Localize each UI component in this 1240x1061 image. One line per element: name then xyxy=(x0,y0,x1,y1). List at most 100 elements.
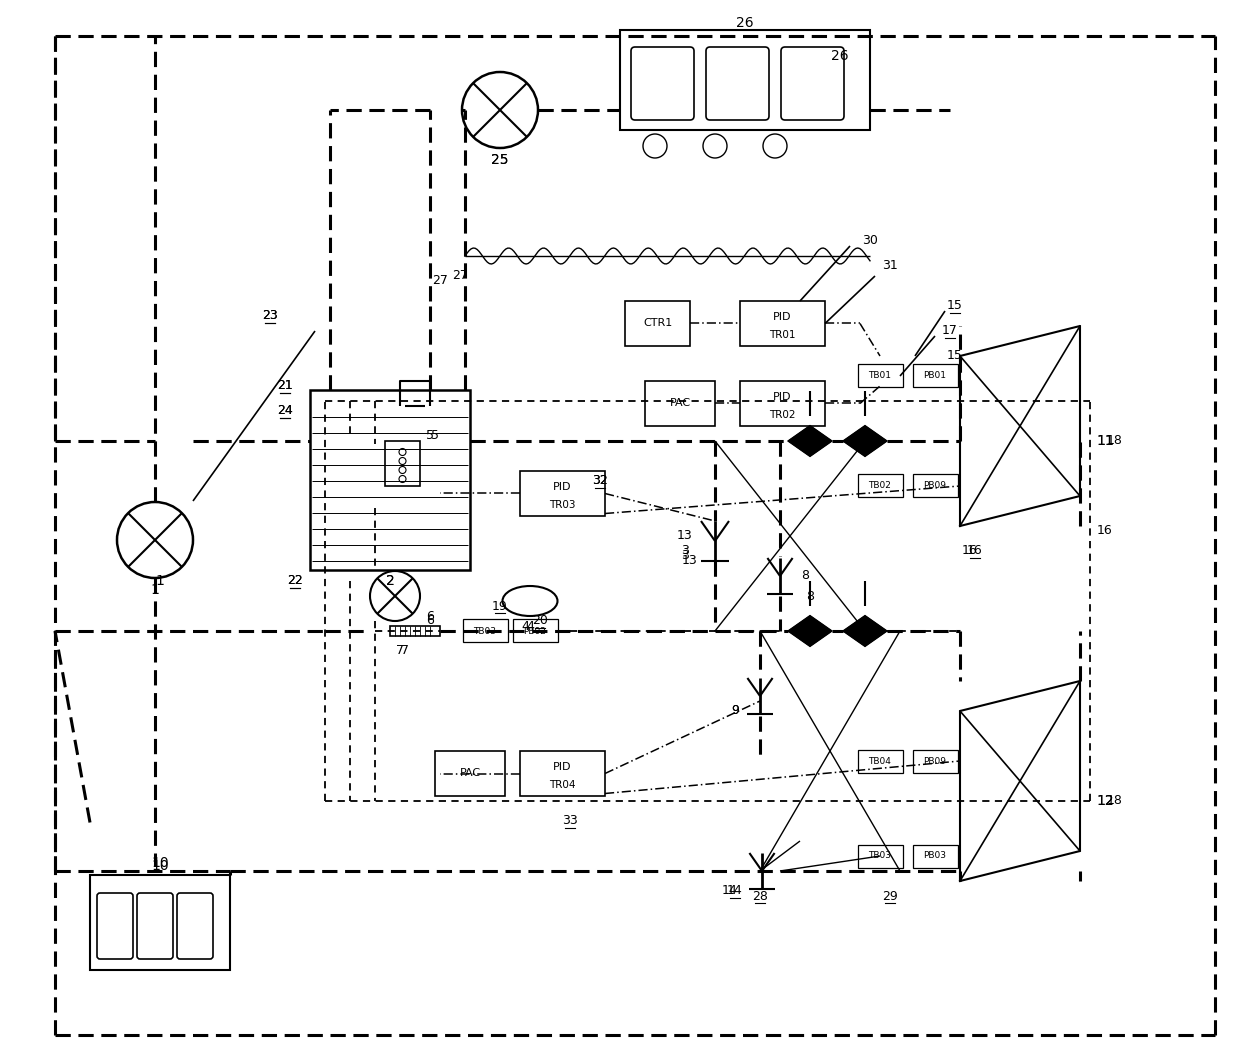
Text: 21: 21 xyxy=(277,380,293,393)
Text: 28: 28 xyxy=(753,889,768,903)
Text: 19: 19 xyxy=(492,599,508,612)
Text: TB03: TB03 xyxy=(868,852,892,860)
Text: 9: 9 xyxy=(732,705,739,717)
Text: TB01: TB01 xyxy=(868,371,892,381)
Text: 13: 13 xyxy=(682,555,698,568)
Text: 1: 1 xyxy=(155,574,165,588)
Bar xyxy=(858,845,903,868)
Text: PB03: PB03 xyxy=(924,852,946,860)
Text: 10: 10 xyxy=(151,859,169,873)
Text: 1: 1 xyxy=(150,582,160,597)
Text: 12: 12 xyxy=(1096,794,1114,808)
Bar xyxy=(520,751,605,796)
Bar xyxy=(620,30,870,131)
Text: 17: 17 xyxy=(942,325,959,337)
Text: 33: 33 xyxy=(562,815,578,828)
Text: 13: 13 xyxy=(677,529,693,542)
Text: 9: 9 xyxy=(732,705,739,717)
Text: 24: 24 xyxy=(277,404,293,417)
Text: 2: 2 xyxy=(386,574,394,588)
Text: 25: 25 xyxy=(491,153,508,167)
Polygon shape xyxy=(787,615,832,646)
Text: PB02: PB02 xyxy=(523,626,547,636)
Text: PB01: PB01 xyxy=(924,371,946,381)
Text: 23: 23 xyxy=(262,310,278,323)
Text: PID: PID xyxy=(553,482,572,491)
Text: 14: 14 xyxy=(722,885,738,898)
Bar xyxy=(913,749,957,772)
Bar xyxy=(913,365,957,387)
Text: 15: 15 xyxy=(947,299,963,313)
Text: 23: 23 xyxy=(262,310,278,323)
Text: 30: 30 xyxy=(862,234,878,247)
Text: 6: 6 xyxy=(427,609,434,623)
Text: PB09: PB09 xyxy=(924,756,946,765)
Text: 29: 29 xyxy=(882,889,898,903)
Bar xyxy=(858,749,903,772)
Text: 21: 21 xyxy=(277,380,293,393)
Bar xyxy=(435,751,505,796)
Text: 8: 8 xyxy=(801,570,808,582)
Text: 16: 16 xyxy=(962,544,978,557)
Text: TB03: TB03 xyxy=(474,626,496,636)
Text: PAC: PAC xyxy=(670,399,691,408)
Bar xyxy=(463,620,507,643)
Text: 11: 11 xyxy=(1096,434,1114,448)
Text: 18: 18 xyxy=(1107,435,1123,448)
Text: 6: 6 xyxy=(427,614,434,627)
Text: TB02: TB02 xyxy=(868,482,892,490)
Bar xyxy=(391,626,440,636)
Text: 18: 18 xyxy=(1107,795,1123,807)
Text: 25: 25 xyxy=(491,153,508,167)
Text: 11: 11 xyxy=(1096,434,1114,448)
Text: 24: 24 xyxy=(277,404,293,417)
Text: 32: 32 xyxy=(593,474,608,487)
Bar xyxy=(740,301,825,346)
Text: 16: 16 xyxy=(967,544,983,557)
Text: 26: 26 xyxy=(737,16,754,30)
Text: 4: 4 xyxy=(526,620,534,632)
Bar xyxy=(625,301,689,346)
Text: 12: 12 xyxy=(1096,794,1114,808)
Text: TR01: TR01 xyxy=(769,330,796,340)
Text: 31: 31 xyxy=(882,260,898,273)
Bar xyxy=(740,381,825,427)
Text: TR02: TR02 xyxy=(769,410,796,420)
Text: 8: 8 xyxy=(806,590,813,603)
Text: 5: 5 xyxy=(432,430,439,442)
Text: PAC: PAC xyxy=(460,768,481,779)
Bar xyxy=(858,474,903,498)
Text: 16: 16 xyxy=(1097,524,1112,538)
Polygon shape xyxy=(843,615,887,646)
Text: 26: 26 xyxy=(831,49,849,63)
Bar xyxy=(645,381,715,427)
Text: 3: 3 xyxy=(681,550,689,562)
Text: 3: 3 xyxy=(681,544,689,557)
Text: 7: 7 xyxy=(396,644,404,658)
Bar xyxy=(858,365,903,387)
Text: 15: 15 xyxy=(947,349,963,363)
Text: 4: 4 xyxy=(521,620,529,632)
Bar xyxy=(512,620,558,643)
Text: CTR1: CTR1 xyxy=(642,318,672,329)
Text: 14: 14 xyxy=(727,885,743,898)
Text: 22: 22 xyxy=(288,574,303,588)
Text: 7: 7 xyxy=(401,644,409,658)
Text: 20: 20 xyxy=(532,614,548,627)
Bar xyxy=(520,471,605,516)
Text: TR03: TR03 xyxy=(549,500,575,509)
Text: 27: 27 xyxy=(453,269,467,282)
Text: TR04: TR04 xyxy=(549,780,575,789)
Text: 27: 27 xyxy=(432,275,448,288)
Text: TB04: TB04 xyxy=(868,756,892,765)
Text: 2: 2 xyxy=(386,574,394,588)
Text: PB09: PB09 xyxy=(924,482,946,490)
Bar xyxy=(913,845,957,868)
Text: PID: PID xyxy=(774,312,792,321)
Text: PID: PID xyxy=(553,762,572,771)
Text: 10: 10 xyxy=(151,856,169,870)
Polygon shape xyxy=(787,425,832,456)
Polygon shape xyxy=(843,425,887,456)
Text: PID: PID xyxy=(774,392,792,402)
Bar xyxy=(91,875,229,970)
